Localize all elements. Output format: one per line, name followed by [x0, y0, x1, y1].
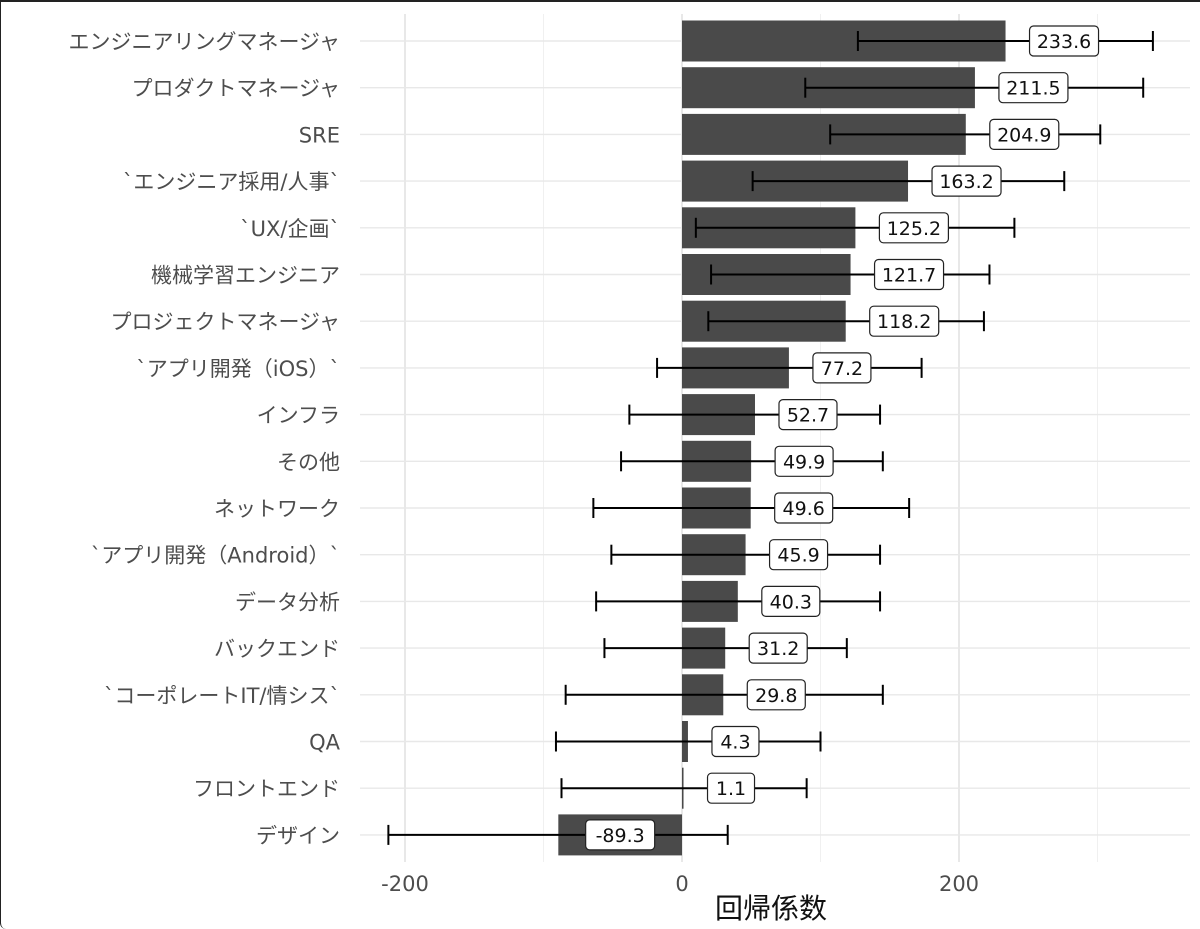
category-label: QA	[309, 731, 341, 755]
category-label: インフラ	[257, 404, 340, 428]
error-bar	[751, 171, 1066, 192]
value-label: 121.7	[873, 258, 945, 291]
svg-text:211.5: 211.5	[1006, 78, 1060, 100]
svg-text:125.2: 125.2	[887, 218, 941, 240]
svg-text:49.9: 49.9	[783, 451, 825, 473]
category-label: プロダクトマネージャ	[131, 77, 340, 101]
value-label: 163.2	[931, 165, 1002, 197]
svg-text:40.3: 40.3	[770, 591, 812, 613]
category-label: デザイン	[256, 824, 340, 848]
x-axis-title: 回帰係数	[715, 892, 827, 925]
value-label: 31.2	[748, 632, 808, 664]
category-label: `エンジニア採用/人事`	[123, 170, 340, 194]
error-bar	[603, 638, 848, 659]
error-bar	[694, 217, 1016, 238]
bars	[558, 20, 1006, 856]
category-label: エンジニアリングマネージャ	[68, 30, 340, 54]
value-label: 29.8	[746, 679, 806, 711]
value-labels: 233.6 211.5 204.9 163.2 125.2 121.7 118.2 77.2 5…	[585, 25, 1100, 851]
value-label: 45.9	[768, 539, 829, 571]
category-label: `UX/企画`	[240, 217, 340, 241]
error-bar	[592, 498, 911, 518]
value-label: 52.7	[778, 399, 838, 431]
svg-text:163.2: 163.2	[939, 171, 993, 193]
x-tick-labels: -200 0 200	[381, 872, 979, 896]
value-label: 77.2	[812, 352, 872, 384]
error-bar	[610, 544, 882, 565]
error-bar	[554, 731, 822, 752]
svg-text:-89.3: -89.3	[596, 825, 645, 847]
error-bar	[595, 591, 882, 612]
category-label: その他	[277, 450, 340, 474]
svg-text:45.9: 45.9	[777, 545, 819, 567]
x-tick-label: -200	[381, 872, 429, 896]
error-bar	[628, 404, 882, 425]
error-bar	[656, 357, 923, 378]
value-label: 204.9	[989, 118, 1060, 151]
svg-text:204.9: 204.9	[997, 124, 1051, 146]
x-tick-label: 0	[675, 872, 688, 896]
x-tick-label: 200	[939, 872, 979, 896]
category-label: `アプリ開発（iOS）`	[136, 357, 340, 381]
category-label: ネットワーク	[214, 497, 340, 521]
value-label: 125.2	[878, 212, 950, 244]
svg-text:31.2: 31.2	[757, 638, 799, 660]
svg-text:52.7: 52.7	[787, 405, 829, 427]
category-label: バックエンド	[214, 637, 340, 661]
svg-text:49.6: 49.6	[783, 498, 825, 520]
category-label: フロントエンド	[193, 777, 340, 801]
svg-text:118.2: 118.2	[877, 311, 931, 333]
svg-text:77.2: 77.2	[821, 358, 863, 380]
value-label: -89.3	[585, 819, 656, 851]
value-label: 49.6	[774, 492, 834, 524]
value-label: 211.5	[998, 72, 1069, 104]
error-bar	[804, 77, 1145, 98]
category-label: データ分析	[235, 590, 340, 614]
error-bars	[387, 31, 1154, 845]
error-bar	[564, 684, 884, 705]
svg-text:121.7: 121.7	[882, 265, 936, 287]
value-label: 40.3	[761, 585, 821, 618]
category-label: `コーポレートIT/情シス`	[104, 684, 340, 708]
svg-text:233.6: 233.6	[1037, 31, 1091, 53]
error-bar	[856, 31, 1154, 51]
category-label: 機械学習エンジニア	[151, 264, 340, 288]
error-bar	[620, 451, 884, 472]
svg-text:1.1: 1.1	[716, 778, 746, 800]
value-label: 49.9	[774, 445, 834, 477]
svg-text:4.3: 4.3	[720, 732, 750, 754]
value-label: 233.6	[1028, 25, 1100, 57]
value-label: 4.3	[711, 725, 760, 758]
error-bar	[560, 778, 808, 799]
error-bar	[387, 824, 729, 845]
category-label: `アプリ開発（Android）`	[91, 544, 340, 568]
value-label: 118.2	[869, 305, 940, 337]
category-label: プロジェクトマネージャ	[110, 310, 340, 334]
svg-text:29.8: 29.8	[755, 685, 797, 707]
category-label: SRE	[299, 123, 340, 147]
value-label: 1.1	[706, 772, 756, 804]
